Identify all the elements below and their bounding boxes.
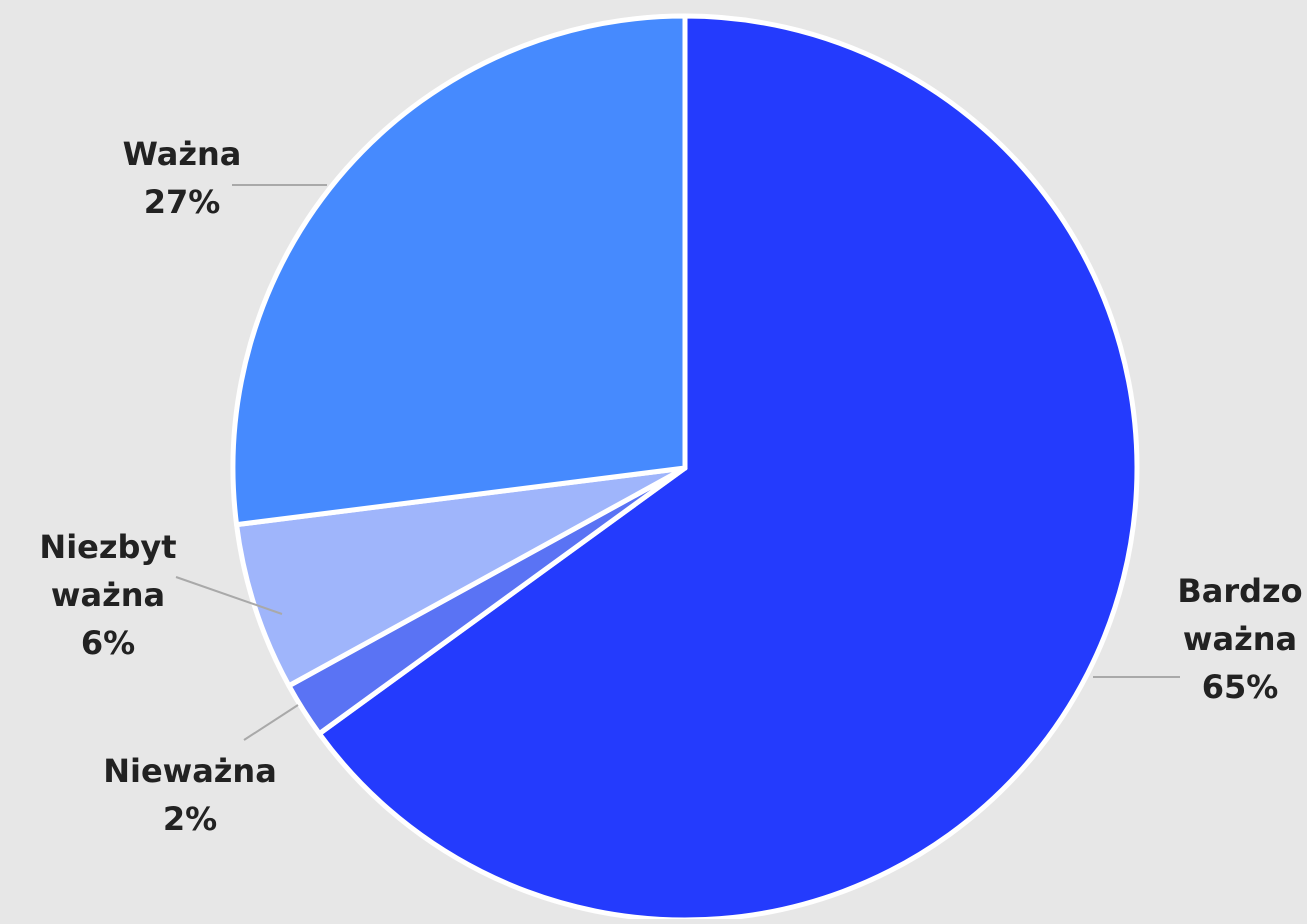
- pie-slice-bardzo: [316, 13, 1140, 923]
- slice-category-label: Niezbyt: [39, 528, 176, 566]
- slice-label-bardzo: Bardzo ważna 65%: [1177, 572, 1302, 706]
- pie-slice-wazna: [230, 13, 688, 528]
- slice-category-label: Ważna: [123, 135, 242, 173]
- slice-label-wazna: Ważna 27%: [123, 135, 242, 221]
- slice-value-label: 6%: [81, 624, 135, 662]
- leader-line-niewazna: [243, 704, 299, 741]
- slice-label-niezbyt: Niezbyt ważna 6%: [39, 528, 176, 662]
- slice-value-label: 2%: [163, 800, 217, 838]
- slice-category-label: ważna: [1183, 620, 1297, 658]
- slice-value-label: 65%: [1202, 668, 1279, 706]
- leader-line-niezbyt: [175, 576, 283, 615]
- slice-label-niewazna: Nieważna 2%: [103, 752, 277, 838]
- slice-value-label: 27%: [144, 183, 221, 221]
- slice-category-label: ważna: [51, 576, 165, 614]
- slice-category-label: Nieważna: [103, 752, 277, 790]
- pie-slice-niezbyt: [234, 465, 688, 689]
- slice-category-label: Bardzo: [1177, 572, 1302, 610]
